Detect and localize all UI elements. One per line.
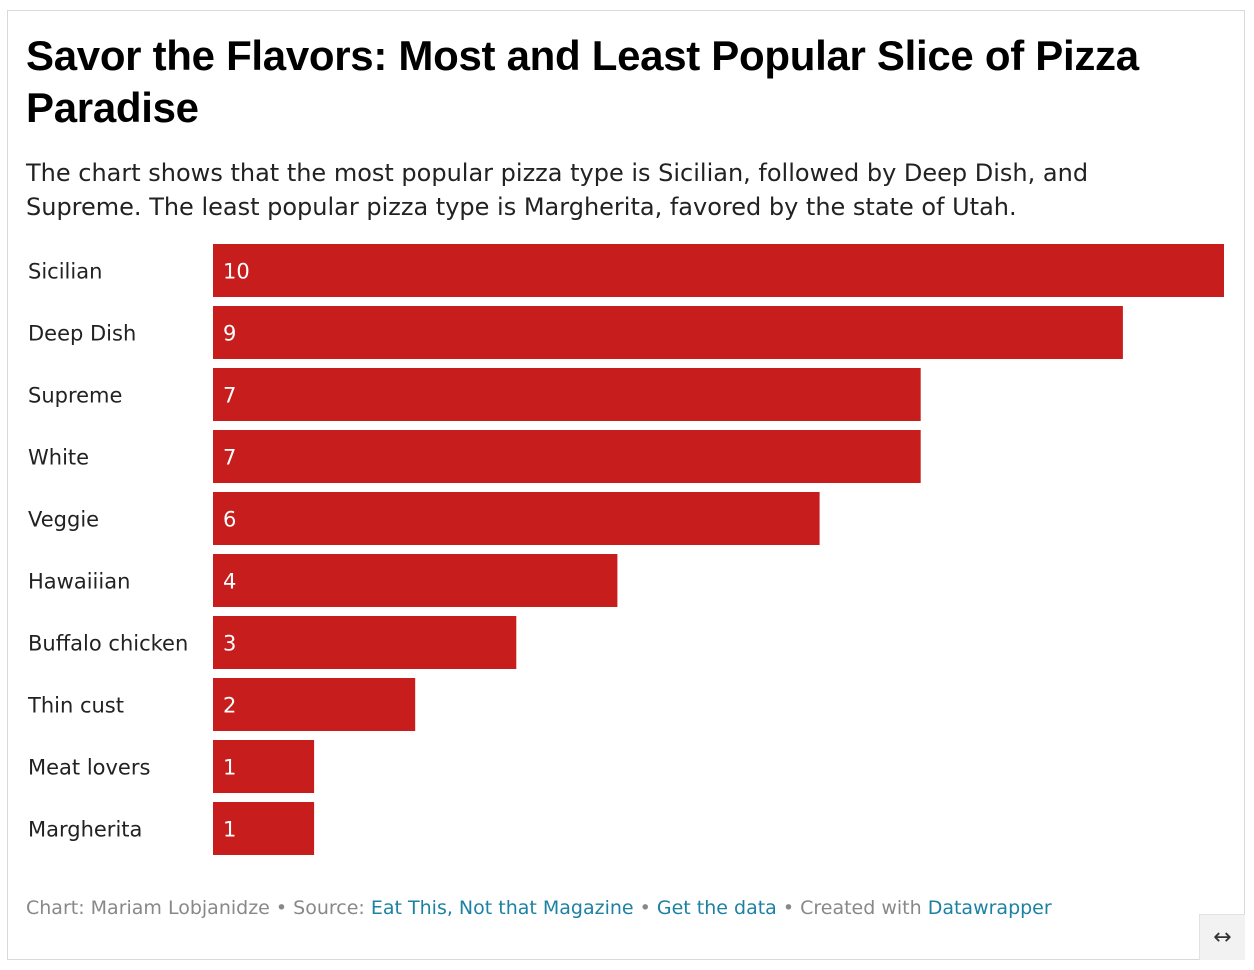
category-label: Meat lovers	[28, 756, 150, 780]
footer-separator: •	[633, 897, 657, 919]
chart-frame	[7, 10, 1245, 960]
bar	[213, 554, 618, 607]
value-label: 2	[223, 694, 236, 718]
category-label: Deep Dish	[28, 322, 136, 346]
footer-separator: •	[269, 897, 294, 919]
footer-source-prefix: Source:	[293, 897, 371, 919]
category-label: Sicilian	[28, 260, 102, 284]
get-data-link[interactable]: Get the data	[656, 897, 777, 919]
value-label: 1	[223, 818, 236, 842]
datawrapper-link[interactable]: Datawrapper	[927, 897, 1052, 919]
chart-subtitle: The chart shows that the most popular pi…	[26, 159, 1089, 221]
category-label: Hawaiiian	[28, 570, 130, 594]
bar	[213, 616, 517, 669]
bar	[213, 492, 820, 545]
footer-author: Chart: Mariam Lobjanidze	[26, 897, 270, 919]
value-label: 1	[223, 756, 236, 780]
footer-separator: •	[776, 897, 801, 919]
expand-icon[interactable]: ↔	[1199, 914, 1245, 960]
bar-chart: Sicilian 10 Deep Dish 9 Supreme 7 White 7 Veggie…	[27, 244, 1224, 855]
bar	[213, 678, 416, 731]
category-label: Thin cust	[27, 694, 124, 718]
category-label: Margherita	[28, 818, 142, 842]
value-label: 7	[223, 446, 236, 470]
category-label: White	[28, 446, 89, 470]
bar	[213, 244, 1224, 297]
bar	[213, 368, 921, 421]
value-label: 3	[223, 632, 236, 656]
bar	[213, 430, 921, 483]
bar	[213, 740, 315, 793]
chart-footer: Chart: Mariam Lobjanidze • Source: Eat T…	[26, 894, 1052, 922]
category-label: Veggie	[28, 508, 99, 532]
chart-title: Savor the Flavors: Most and Least Popula…	[26, 32, 1139, 131]
bar	[213, 802, 315, 855]
category-label: Buffalo chicken	[28, 632, 188, 656]
value-label: 6	[223, 508, 236, 532]
value-label: 7	[223, 384, 236, 408]
value-label: 10	[223, 260, 250, 284]
source-link[interactable]: Eat This, Not that Magazine	[370, 897, 634, 919]
bar	[213, 306, 1123, 359]
category-label: Supreme	[28, 384, 122, 408]
value-label: 4	[223, 570, 236, 594]
value-label: 9	[223, 322, 236, 346]
footer-created-prefix: Created with	[800, 897, 928, 919]
